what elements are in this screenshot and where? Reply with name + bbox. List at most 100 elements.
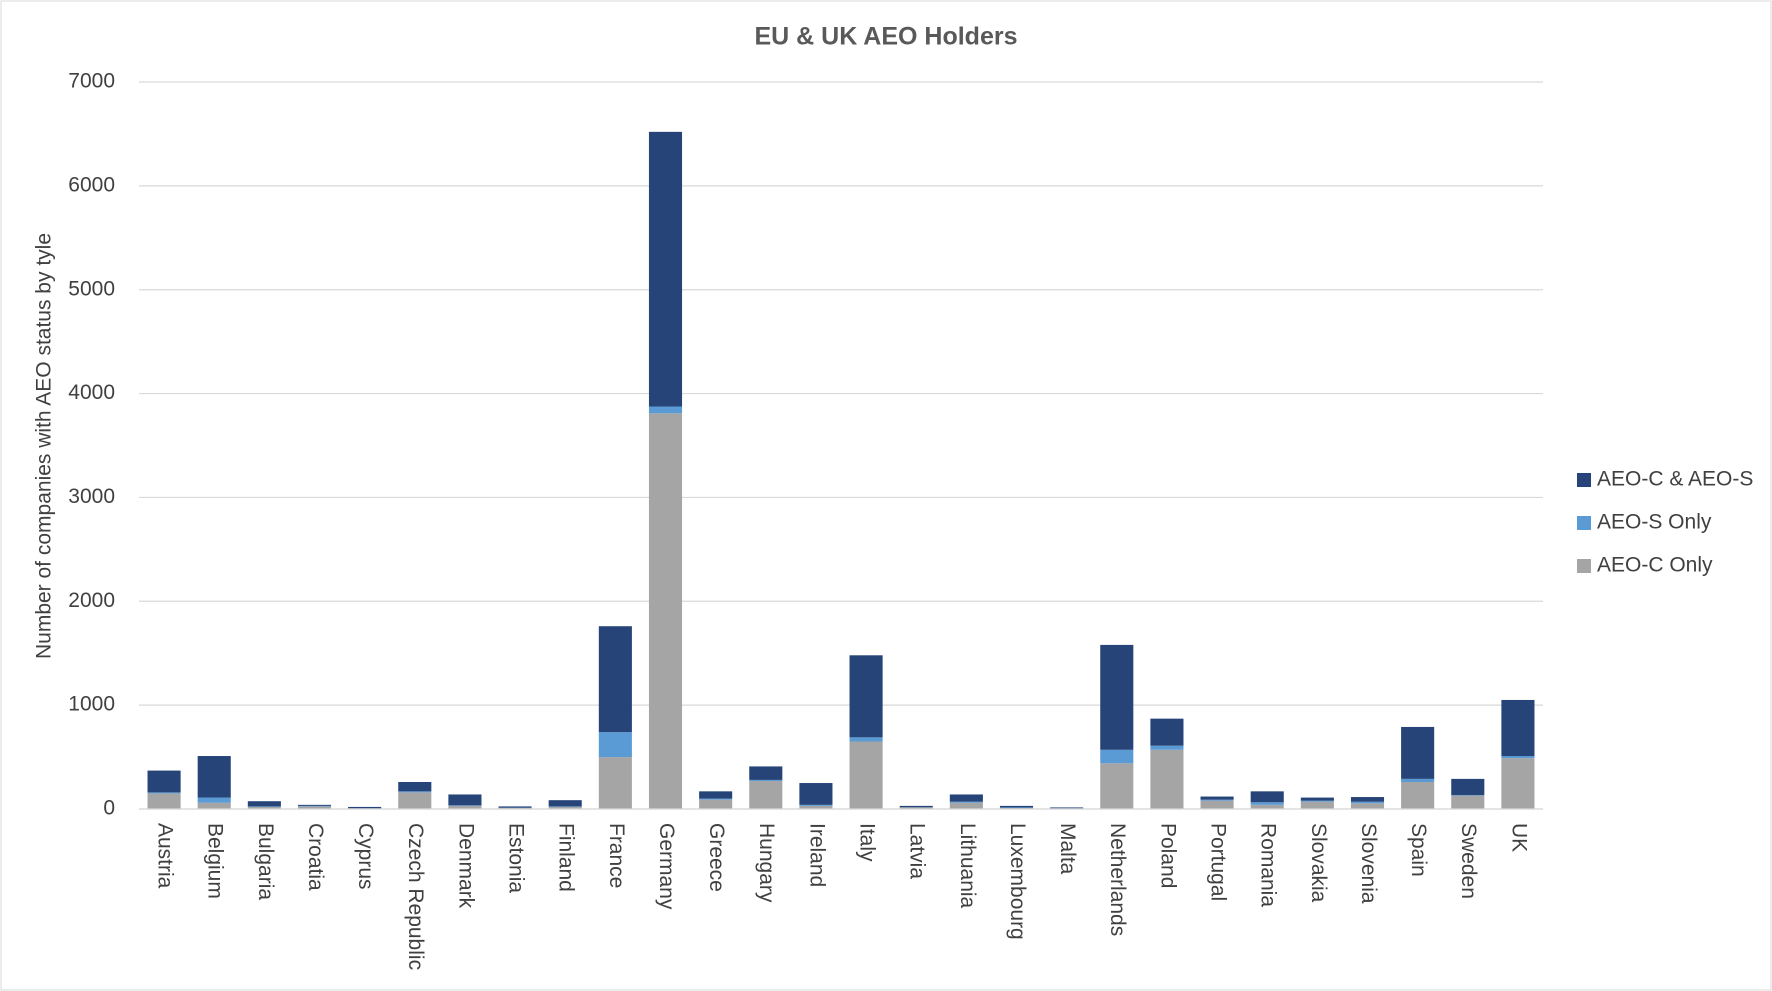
y-tick-label: 7000 [68, 70, 115, 93]
bar-segment [999, 807, 1034, 808]
bar-segment [297, 805, 332, 807]
bar-segment [1451, 794, 1485, 796]
x-tick-label: Croatia [304, 823, 327, 891]
bar-segment [448, 805, 482, 809]
bar-segment [398, 791, 432, 793]
x-tick-label: Ireland [805, 823, 828, 887]
x-tick-label: Malta [1056, 823, 1079, 875]
bar-segment [147, 793, 181, 809]
bar-segment [899, 807, 933, 809]
bar-segment [1350, 801, 1385, 804]
bar-segment [1350, 803, 1385, 809]
bar-segment [147, 792, 181, 794]
bar-segment [799, 804, 833, 806]
x-tick-label: Czech Republic [404, 823, 427, 970]
bar-segment [598, 626, 632, 733]
bar-segment [598, 757, 632, 809]
y-tick-label: 0 [103, 797, 115, 820]
bar-segment [1300, 801, 1334, 809]
x-tick-label: Cyprus [354, 823, 377, 890]
x-tick-label: Austria [154, 823, 177, 889]
bar-segment [1401, 781, 1435, 809]
chart-title: EU & UK AEO Holders [754, 23, 1017, 51]
bar-segment [448, 794, 482, 806]
bar-segment [598, 732, 632, 758]
bar-segment [849, 737, 883, 742]
x-tick-label: Lithuania [956, 823, 979, 909]
bar-segment [297, 804, 332, 806]
bar-segment [1300, 797, 1334, 801]
bar-segment [1250, 791, 1284, 803]
x-tick-label: Poland [1156, 823, 1179, 888]
bar-segment [197, 802, 231, 809]
bar-segment [1200, 796, 1234, 800]
y-tick-label: 3000 [68, 485, 115, 508]
bar-segment [247, 806, 281, 809]
bar-segment [1401, 726, 1435, 779]
bar-segment [1451, 795, 1485, 809]
bar-segment [1501, 756, 1535, 759]
bar-segment [348, 806, 382, 809]
x-tick-label: Spain [1407, 823, 1430, 877]
bar-segment [749, 779, 783, 781]
x-tick-label: Bulgaria [254, 823, 277, 900]
bar-segment [849, 655, 883, 738]
x-tick-label: Italy [856, 823, 879, 862]
bar-segment [1200, 799, 1234, 801]
x-tick-label: Slovakia [1307, 823, 1330, 903]
bar-segment [1300, 800, 1334, 802]
bar-segment [1250, 804, 1284, 809]
bar-segment [699, 798, 733, 800]
bar-segment [548, 800, 582, 807]
bar-segment [398, 792, 432, 809]
bar-segment [648, 131, 683, 407]
x-tick-label: Finland [555, 823, 578, 892]
bar-segment [849, 741, 883, 809]
bar-segment [398, 781, 432, 792]
bar-segment [197, 756, 231, 798]
x-tick-label: France [605, 823, 628, 888]
x-tick-label: Germany [655, 823, 678, 910]
bar-segment [1150, 718, 1184, 746]
bar-segment [949, 801, 983, 803]
bar-segment [1150, 749, 1184, 809]
bar-segment [949, 802, 983, 809]
bar-segment [1501, 699, 1535, 757]
x-tick-label: Portugal [1207, 823, 1230, 901]
bar-segment [1250, 802, 1284, 805]
x-tick-label: Belgium [204, 823, 227, 899]
y-tick-label: 1000 [68, 693, 115, 716]
bar-segment [749, 780, 783, 809]
bar-segment [648, 406, 683, 414]
legend-swatch [1577, 559, 1591, 573]
y-tick-label: 6000 [68, 173, 115, 196]
y-tick-label: 4000 [68, 381, 115, 404]
bar-segment [197, 797, 231, 803]
bar-segment [247, 801, 281, 807]
bar-segment [147, 770, 181, 793]
bar-segment [949, 794, 983, 802]
bar-segment [498, 806, 532, 808]
x-tick-label: Luxembourg [1006, 823, 1029, 940]
bar-segment [799, 783, 833, 805]
x-tick-label: Netherlands [1106, 823, 1129, 936]
y-tick-label: 5000 [68, 277, 115, 300]
bar-segment [699, 799, 733, 809]
bar-segment [1050, 807, 1084, 809]
bar-segment [247, 806, 281, 807]
x-tick-label: Sweden [1457, 823, 1480, 899]
legend-swatch [1577, 516, 1591, 530]
bar-segment [799, 805, 833, 809]
bar-segment [1350, 797, 1385, 802]
x-tick-label: Latvia [906, 823, 929, 879]
x-tick-label: Estonia [505, 823, 528, 893]
bar-segment [899, 805, 933, 808]
bar-segment [1100, 749, 1134, 764]
x-tick-label: Greece [705, 823, 728, 892]
x-tick-label: UK [1507, 823, 1530, 852]
bar-segment [648, 413, 683, 809]
bar-segment [1100, 763, 1134, 809]
legend-label: AEO-C Only [1597, 554, 1713, 577]
